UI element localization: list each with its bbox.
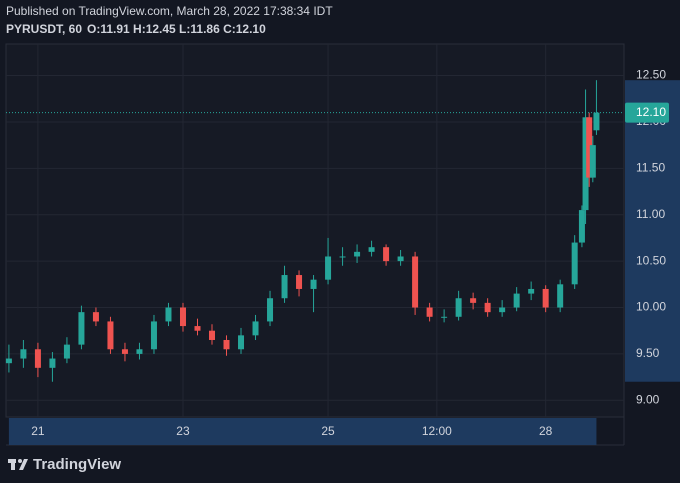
candle-body [354, 251, 361, 257]
candle-body [34, 349, 41, 368]
brand-logo [8, 459, 28, 470]
candle-body [310, 279, 317, 289]
candle-body [150, 321, 157, 350]
x-tick-label: 25 [321, 424, 335, 438]
candle-body [281, 275, 288, 299]
candle-body [121, 349, 128, 354]
candle-body [179, 307, 186, 327]
axis-highlight [8, 80, 680, 445]
x-range-band [8, 418, 597, 445]
y-tick-label: 10.50 [636, 253, 666, 267]
candle-body [339, 256, 346, 258]
y-tick-label: 10.00 [636, 300, 666, 314]
candle-body [165, 307, 172, 322]
price-label: 12.10 [636, 105, 666, 119]
y-tick-label: 9.00 [636, 392, 660, 406]
candle-body [252, 321, 259, 336]
publish-title: Published on TradingView.com, March 28, … [6, 4, 333, 18]
x-tick-label: 28 [539, 424, 553, 438]
candle-body [5, 358, 12, 364]
candle-body [78, 312, 85, 345]
candle-body [513, 293, 520, 308]
y-tick-label: 11.50 [636, 161, 665, 175]
candle-body [426, 307, 433, 317]
candle-body [296, 275, 303, 289]
candle-body [368, 247, 375, 252]
y-tick-label: 9.50 [636, 346, 660, 360]
symbol: PYRUSDT, 60 [6, 22, 82, 36]
price-label-box [625, 102, 669, 123]
ohlc-legend: O:11.91 H:12.45 L:11.86 C:12.10 [87, 22, 266, 36]
y-tick-label: 12.50 [636, 68, 666, 82]
candle-body [582, 117, 589, 211]
candle-body [209, 330, 215, 340]
candle-body [589, 145, 596, 178]
candle-body [528, 288, 535, 294]
plot-area [5, 43, 625, 418]
candle-body [92, 312, 99, 322]
candle-body [557, 284, 564, 308]
candle-body [223, 339, 230, 350]
candle-body [194, 326, 201, 331]
candle-body [136, 349, 143, 354]
candle-body [49, 358, 56, 368]
x-tick-label: 21 [31, 424, 45, 438]
candle-body [267, 298, 274, 322]
candle-body [578, 210, 585, 243]
candle-body [20, 349, 27, 359]
candle-body [593, 112, 600, 131]
candles [5, 80, 624, 382]
candle-body [586, 117, 593, 178]
candle-body [441, 316, 448, 318]
x-tick-label: 23 [176, 424, 190, 438]
candle-body [499, 307, 506, 313]
candle-body [397, 256, 404, 262]
candle-body [455, 298, 462, 317]
axis-labels: 9.009.5010.0010.5011.0011.5012.0012.5021… [31, 68, 669, 438]
candle-body [63, 344, 70, 359]
candle-body [383, 247, 390, 262]
y-tick-label: 11.00 [636, 207, 665, 221]
candle-body [325, 256, 332, 280]
x-tick-label: 12:00 [422, 424, 452, 438]
candle-body [571, 242, 578, 285]
y-range-band [625, 80, 680, 382]
candle-body [238, 335, 245, 350]
candle-body [107, 321, 114, 350]
candle-body [542, 288, 549, 308]
candle-body [412, 256, 419, 308]
brand: TradingView [33, 456, 121, 473]
candle-body [470, 298, 477, 303]
candle-body [484, 302, 491, 313]
